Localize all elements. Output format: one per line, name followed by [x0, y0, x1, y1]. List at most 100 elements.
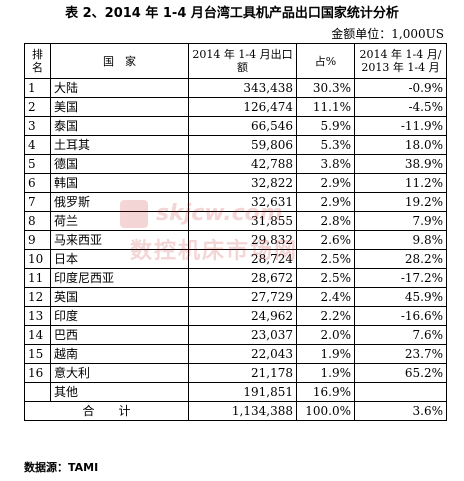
table-row: 14 巴西 23,037 2.0% 7.6% — [24, 325, 447, 345]
growth-cell: -16.6% — [354, 306, 447, 326]
table-row: 15 越南 22,043 1.9% 23.7% — [24, 344, 447, 364]
growth-cell: 11.2% — [354, 173, 447, 193]
table-header-row: 排名 国 家 2014 年 1-4 月出口额 占% 2014 年 1-4 月/ … — [24, 43, 447, 79]
table-row: 1 大陆 343,438 30.3% -0.9% — [24, 78, 447, 98]
others-growth-cell — [354, 382, 447, 402]
country-cell: 韩国 — [50, 173, 189, 193]
export-table: 排名 国 家 2014 年 1-4 月出口额 占% 2014 年 1-4 月/ … — [24, 43, 447, 421]
rank-cell: 3 — [24, 116, 51, 136]
table-row: 4 土耳其 59,806 5.3% 18.0% — [24, 135, 447, 155]
growth-cell: 19.2% — [354, 192, 447, 212]
country-cell: 意大利 — [50, 363, 189, 383]
rank-cell: 8 — [24, 211, 51, 231]
value-cell: 32,822 — [188, 173, 297, 193]
share-cell: 2.4% — [296, 287, 355, 307]
value-cell: 22,043 — [188, 344, 297, 364]
share-cell: 2.5% — [296, 268, 355, 288]
header-share: 占% — [296, 43, 355, 79]
share-cell: 2.9% — [296, 173, 355, 193]
rank-cell: 2 — [24, 97, 51, 117]
rank-cell: 5 — [24, 154, 51, 174]
table-title: 表 2、2014 年 1-4 月台湾工具机产品出口国家统计分析 — [65, 6, 399, 21]
value-cell: 28,724 — [188, 249, 297, 269]
country-cell: 美国 — [50, 97, 189, 117]
share-cell: 2.2% — [296, 306, 355, 326]
rank-cell: 9 — [24, 230, 51, 250]
share-cell: 1.9% — [296, 363, 355, 383]
value-cell: 42,788 — [188, 154, 297, 174]
growth-cell: 23.7% — [354, 344, 447, 364]
country-cell: 马来西亚 — [50, 230, 189, 250]
share-cell: 2.8% — [296, 211, 355, 231]
header-growth: 2014 年 1-4 月/ 2013 年 1-4 月 — [354, 43, 447, 79]
rank-cell: 15 — [24, 344, 51, 364]
country-cell: 印度 — [50, 306, 189, 326]
rank-cell: 7 — [24, 192, 51, 212]
table-row: 16 意大利 21,178 1.9% 65.2% — [24, 363, 447, 383]
value-cell: 24,962 — [188, 306, 297, 326]
others-label-cell: 其他 — [50, 382, 189, 402]
country-cell: 俄罗斯 — [50, 192, 189, 212]
share-cell: 3.8% — [296, 154, 355, 174]
unit-label: 金额单位：1,000US — [331, 27, 444, 41]
table-row: 3 泰国 66,546 5.9% -11.9% — [24, 116, 447, 136]
rank-cell: 14 — [24, 325, 51, 345]
table-row: 11 印度尼西亚 28,672 2.5% -17.2% — [24, 268, 447, 288]
table-row: 10 日本 28,724 2.5% 28.2% — [24, 249, 447, 269]
table-row: 9 马来西亚 29,832 2.6% 9.8% — [24, 230, 447, 250]
header-country: 国 家 — [50, 43, 189, 79]
table-row: 12 英国 27,729 2.4% 45.9% — [24, 287, 447, 307]
share-cell: 30.3% — [296, 78, 355, 98]
value-cell: 21,178 — [188, 363, 297, 383]
header-value: 2014 年 1-4 月出口额 — [188, 43, 297, 79]
rank-cell: 10 — [24, 249, 51, 269]
value-cell: 66,546 — [188, 116, 297, 136]
others-share-cell: 16.9% — [296, 382, 355, 402]
rank-cell: 1 — [24, 78, 51, 98]
value-cell: 23,037 — [188, 325, 297, 345]
rank-cell: 16 — [24, 363, 51, 383]
country-cell: 英国 — [50, 287, 189, 307]
growth-cell: 7.6% — [354, 325, 447, 345]
total-share-cell: 100.0% — [296, 401, 355, 421]
share-cell: 2.5% — [296, 249, 355, 269]
total-value-cell: 1,134,388 — [188, 401, 297, 421]
others-row: 其他 191,851 16.9% — [24, 382, 447, 402]
share-cell: 2.0% — [296, 325, 355, 345]
value-cell: 29,832 — [188, 230, 297, 250]
growth-cell: 18.0% — [354, 135, 447, 155]
rank-cell: 13 — [24, 306, 51, 326]
growth-cell: 9.8% — [354, 230, 447, 250]
share-cell: 11.1% — [296, 97, 355, 117]
value-cell: 28,672 — [188, 268, 297, 288]
total-growth-cell: 3.6% — [354, 401, 447, 421]
source-note: 数据源：TAMI — [24, 461, 99, 474]
country-cell: 德国 — [50, 154, 189, 174]
growth-cell: 38.9% — [354, 154, 447, 174]
header-rank: 排名 — [24, 43, 51, 79]
growth-cell: 65.2% — [354, 363, 447, 383]
value-cell: 27,729 — [188, 287, 297, 307]
country-cell: 大陆 — [50, 78, 189, 98]
share-cell: 5.9% — [296, 116, 355, 136]
rank-cell: 4 — [24, 135, 51, 155]
growth-cell: 28.2% — [354, 249, 447, 269]
value-cell: 59,806 — [188, 135, 297, 155]
growth-cell: -4.5% — [354, 97, 447, 117]
others-value-cell: 191,851 — [188, 382, 297, 402]
table-row: 5 德国 42,788 3.8% 38.9% — [24, 154, 447, 174]
growth-cell: 7.9% — [354, 211, 447, 231]
share-cell: 5.3% — [296, 135, 355, 155]
value-cell: 32,631 — [188, 192, 297, 212]
growth-cell: -17.2% — [354, 268, 447, 288]
table-row: 2 美国 126,474 11.1% -4.5% — [24, 97, 447, 117]
growth-cell: -0.9% — [354, 78, 447, 98]
country-cell: 土耳其 — [50, 135, 189, 155]
total-row: 合 计 1,134,388 100.0% 3.6% — [24, 401, 447, 421]
table-row: 7 俄罗斯 32,631 2.9% 19.2% — [24, 192, 447, 212]
share-cell: 2.6% — [296, 230, 355, 250]
growth-cell: -11.9% — [354, 116, 447, 136]
table-row: 13 印度 24,962 2.2% -16.6% — [24, 306, 447, 326]
table-row: 6 韩国 32,822 2.9% 11.2% — [24, 173, 447, 193]
country-cell: 日本 — [50, 249, 189, 269]
